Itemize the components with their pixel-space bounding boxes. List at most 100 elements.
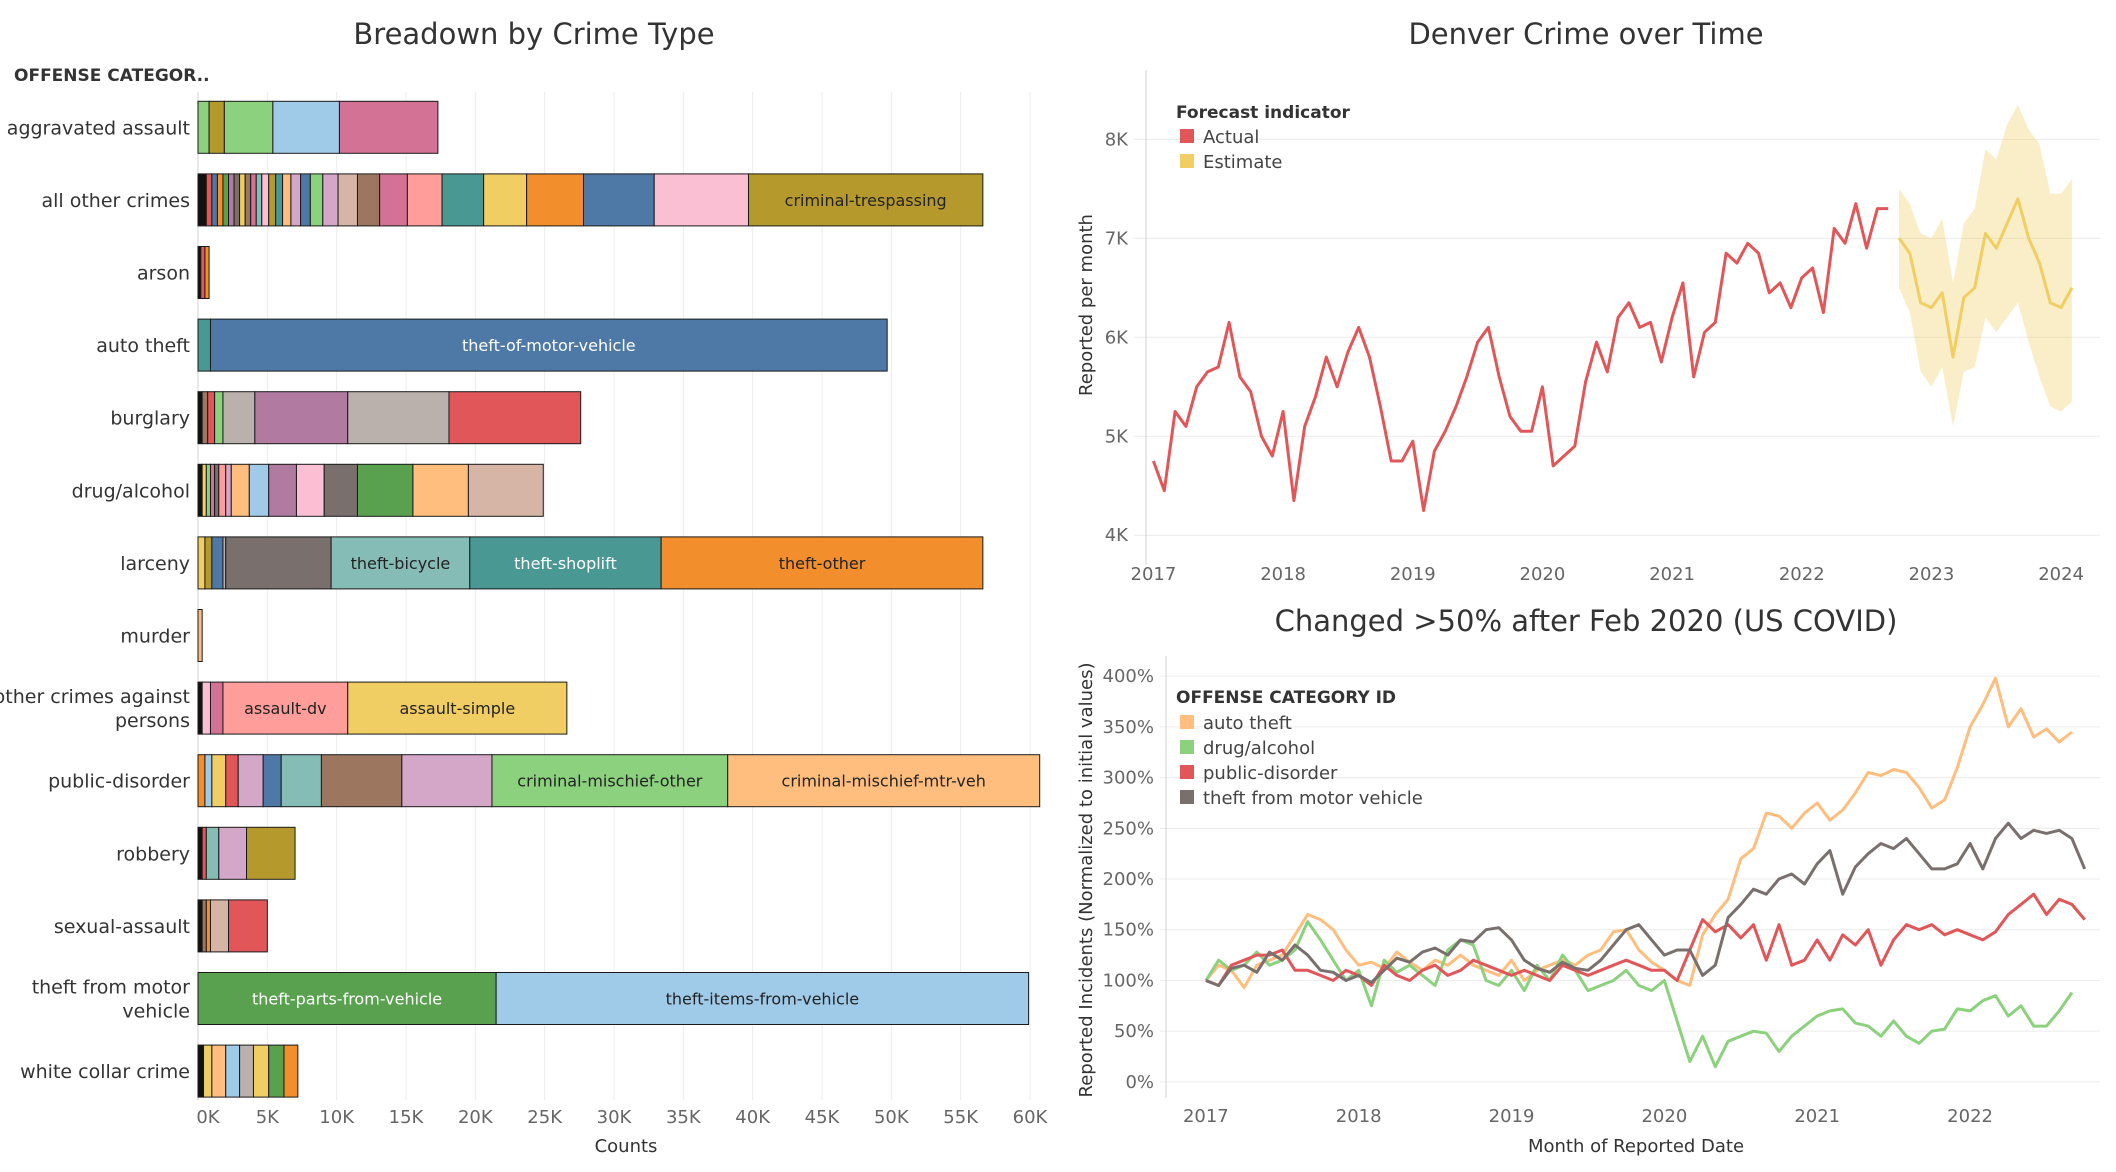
- bar-segment: [197, 681, 203, 735]
- forecast-series-line: [1151, 202, 1889, 512]
- bar-segment: [469, 536, 662, 590]
- bar-segment: [204, 246, 210, 299]
- covid-y-tick-label: 50%: [1114, 1021, 1154, 1042]
- bar-row-header: OFFENSE CATEGOR..: [14, 66, 210, 86]
- bar-segment: [201, 463, 207, 517]
- bar-segment: [225, 754, 239, 808]
- bar-segment: [197, 536, 206, 590]
- covid-series-line: [1205, 821, 2087, 987]
- bar-segment: [441, 173, 485, 227]
- bar-segment: [223, 100, 274, 154]
- bar-segment: [218, 463, 227, 517]
- covid-legend-label: drug/alcohol: [1203, 738, 1315, 759]
- bar-segment: [209, 318, 888, 372]
- bar-segment: [653, 173, 750, 227]
- bar-segment: [201, 391, 209, 445]
- bar-x-tick-label: 20K: [458, 1107, 494, 1128]
- bar-segment: [209, 463, 216, 517]
- bar-category-label: robbery: [116, 843, 190, 865]
- covid-x-tick-label: 2019: [1489, 1106, 1535, 1127]
- bar-segment: [406, 173, 443, 227]
- bar-segment: [197, 826, 203, 880]
- bar-category-label: arson: [137, 263, 190, 285]
- forecast-legend-label: Actual: [1203, 127, 1259, 148]
- bar-segment: [230, 463, 250, 517]
- bar-segment: [197, 173, 207, 227]
- forecast-legend-swatch: [1180, 154, 1194, 168]
- bar-segment: [218, 826, 248, 880]
- bar-segment: [261, 173, 270, 227]
- bar-segment: [356, 173, 381, 227]
- covid-chart-title: Changed >50% after Feb 2020 (US COVID): [1275, 604, 1898, 638]
- bar-segment: [268, 463, 297, 517]
- bar-segment: [197, 609, 203, 662]
- bar-segment: [205, 173, 213, 227]
- bar-x-tick-label: 60K: [1013, 1107, 1049, 1128]
- bar-segment: [320, 754, 403, 808]
- bar-segment: [225, 1044, 241, 1098]
- covid-x-tick-label: 2020: [1641, 1106, 1687, 1127]
- bar-segment: [239, 173, 246, 227]
- bar-category-label: white collar crime: [20, 1061, 190, 1083]
- covid-y-tick-label: 350%: [1103, 717, 1154, 738]
- bar-segment: [330, 536, 471, 590]
- bar-category-label: vehicle: [122, 1001, 190, 1023]
- bar-segment: [401, 754, 493, 808]
- bar-segment: [248, 463, 270, 517]
- bar-segment: [282, 173, 292, 227]
- bar-segment: [337, 173, 358, 227]
- bar-segment-label: theft-items-from-vehicle: [666, 990, 859, 1009]
- bar-segment: [347, 391, 450, 445]
- bar-segment: [467, 463, 544, 517]
- covid-legend-label: theft from motor vehicle: [1203, 788, 1423, 809]
- bar-x-tick-label: 30K: [597, 1107, 633, 1128]
- bar-segment: [209, 681, 224, 735]
- bar-segment: [280, 754, 322, 808]
- forecast-x-tick-label: 2020: [1520, 564, 1566, 585]
- forecast-y-tick-label: 6K: [1105, 327, 1129, 348]
- bar-segment-label: theft-of-motor-vehicle: [462, 336, 636, 355]
- bar-x-tick-label: 50K: [874, 1107, 910, 1128]
- bar-segment-label: theft-parts-from-vehicle: [252, 990, 442, 1009]
- bar-segment: [225, 536, 332, 590]
- forecast-x-tick-label: 2019: [1390, 564, 1436, 585]
- covid-legend-swatch: [1180, 765, 1194, 779]
- bar-segment: [412, 463, 469, 517]
- covid-legend-swatch: [1180, 715, 1194, 729]
- bar-segment: [491, 754, 729, 808]
- covid-y-tick-label: 400%: [1103, 666, 1154, 687]
- forecast-legend-title: Forecast indicator: [1176, 103, 1351, 123]
- bar-x-tick-label: 35K: [666, 1107, 702, 1128]
- bar-segment: [209, 899, 230, 953]
- covid-legend-swatch: [1180, 790, 1194, 804]
- bar-segment: [200, 246, 206, 299]
- bar-segment: [309, 173, 324, 227]
- bar-x-tick-label: 10K: [319, 1107, 355, 1128]
- bar-segment: [300, 173, 311, 227]
- bar-segment: [748, 173, 984, 227]
- forecast-chart-title: Denver Crime over Time: [1408, 17, 1763, 51]
- covid-y-tick-label: 0%: [1125, 1072, 1154, 1093]
- bar-segment: [660, 536, 984, 590]
- bar-segment: [211, 173, 218, 227]
- forecast-x-tick-label: 2024: [2038, 564, 2084, 585]
- covid-y-tick-label: 300%: [1103, 768, 1154, 789]
- forecast-y-axis-label: Reported per month: [1076, 214, 1097, 396]
- bar-category-label: all other crimes: [41, 190, 190, 212]
- forecast-x-tick-label: 2021: [1649, 564, 1695, 585]
- bar-segment: [483, 173, 528, 227]
- forecast-y-tick-label: 8K: [1105, 129, 1129, 150]
- bar-segment: [228, 899, 268, 953]
- bar-segment: [250, 173, 257, 227]
- bar-segment: [290, 173, 302, 227]
- covid-legend-title: OFFENSE CATEGORY ID: [1176, 688, 1396, 708]
- bar-segment: [207, 391, 216, 445]
- bar-x-tick-label: 45K: [805, 1107, 841, 1128]
- covid-y-tick-label: 100%: [1103, 970, 1154, 991]
- covid-series-line: [1205, 892, 2086, 987]
- bar-segment: [214, 391, 224, 445]
- forecast-x-tick-label: 2023: [1909, 564, 1955, 585]
- bar-segment: [197, 318, 211, 372]
- bar-segment: [208, 100, 225, 154]
- bar-segment: [255, 173, 263, 227]
